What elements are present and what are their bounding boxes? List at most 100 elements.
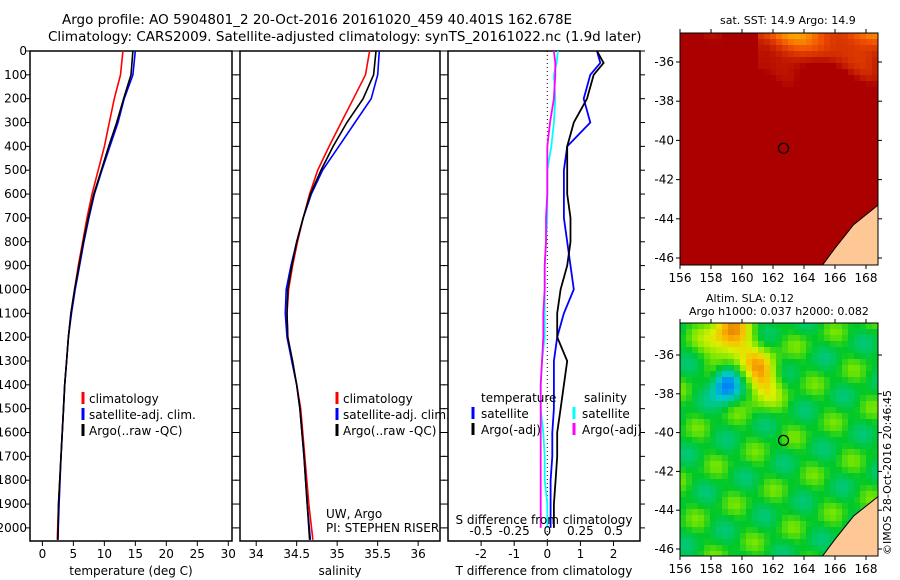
map-cell (746, 231, 752, 237)
map-cell (740, 455, 746, 461)
map-cell (686, 183, 692, 189)
map-cell (764, 383, 770, 389)
map-cell (722, 383, 728, 389)
map-cell (686, 63, 692, 69)
map-cell (830, 353, 836, 359)
map-cell (848, 449, 854, 455)
map-cell (752, 383, 758, 389)
map-cell (686, 335, 692, 341)
map-cell (830, 347, 836, 353)
map-cell (788, 437, 794, 443)
x-tick-label: -2 (475, 547, 487, 561)
map-cell (788, 135, 794, 141)
map-cell (746, 81, 752, 87)
map-cell (776, 509, 782, 515)
map-cell (860, 117, 866, 123)
map-cell (830, 213, 836, 219)
map-cell (770, 443, 776, 449)
map-cell (806, 455, 812, 461)
map-cell (722, 407, 728, 413)
map-cell (806, 207, 812, 213)
map-cell (680, 219, 686, 225)
map-cell (734, 135, 740, 141)
map-cell (806, 183, 812, 189)
map-cell (824, 33, 830, 39)
map-cell (818, 189, 824, 195)
map-cell (848, 419, 854, 425)
map-cell (752, 111, 758, 117)
map-cell (800, 497, 806, 503)
map-cell (728, 407, 734, 413)
map-cell (788, 105, 794, 111)
map-cell (698, 485, 704, 491)
map-cell (686, 93, 692, 99)
map-cell (830, 39, 836, 45)
map-cell (776, 93, 782, 99)
map-cell (686, 497, 692, 503)
map-cell (788, 129, 794, 135)
map-cell (818, 437, 824, 443)
map-cell (758, 129, 764, 135)
map-cell (728, 117, 734, 123)
map-cell (788, 147, 794, 153)
map-cell (716, 503, 722, 509)
map-cell (830, 75, 836, 81)
map-cell (692, 177, 698, 183)
map-cell (728, 45, 734, 51)
map-cell (680, 443, 686, 449)
map-cell (746, 261, 752, 265)
map-cell (788, 159, 794, 165)
x-tick-label: 20 (159, 547, 174, 561)
map-cell (716, 407, 722, 413)
map-cell (704, 237, 710, 243)
map-cell (788, 189, 794, 195)
map-cell (860, 449, 866, 455)
legend-label: Argo(-adj) (481, 423, 541, 437)
map-cell (836, 527, 842, 533)
map-cell (806, 473, 812, 479)
map-cell (692, 383, 698, 389)
map-cell (716, 323, 722, 329)
map-cell (818, 377, 824, 383)
map-cell (788, 365, 794, 371)
map-cell (812, 213, 818, 219)
map-cell (764, 45, 770, 51)
map-cell (728, 171, 734, 177)
map-cell (764, 521, 770, 527)
map-cell (830, 329, 836, 335)
map-cell (812, 261, 818, 265)
map-cell (848, 93, 854, 99)
map-cell (758, 413, 764, 419)
map-cell (692, 63, 698, 69)
map-cell (860, 323, 866, 329)
map-cell (800, 171, 806, 177)
map-cell (704, 63, 710, 69)
x-tick-label: 34.5 (283, 547, 310, 561)
map-cell (830, 461, 836, 467)
map-cell (758, 159, 764, 165)
map-cell (740, 153, 746, 159)
map-cell (800, 87, 806, 93)
map-cell (752, 401, 758, 407)
map-cell (866, 201, 872, 207)
map-cell (704, 449, 710, 455)
map-cell (806, 165, 812, 171)
map-cell (824, 123, 830, 129)
map-cell (728, 207, 734, 213)
map-cell (770, 485, 776, 491)
map-cell (836, 147, 842, 153)
map-cell (854, 171, 860, 177)
map-cell (848, 165, 854, 171)
map-cell (764, 437, 770, 443)
map-cell (806, 467, 812, 473)
map-cell (842, 479, 848, 485)
map-cell (722, 335, 728, 341)
lat-tick-label: -38 (654, 94, 674, 108)
map-cell (770, 371, 776, 377)
map-cell (818, 419, 824, 425)
map-cell (824, 467, 830, 473)
map-cell (848, 219, 854, 225)
map-cell (716, 431, 722, 437)
map-cell (818, 371, 824, 377)
map-cell (722, 81, 728, 87)
